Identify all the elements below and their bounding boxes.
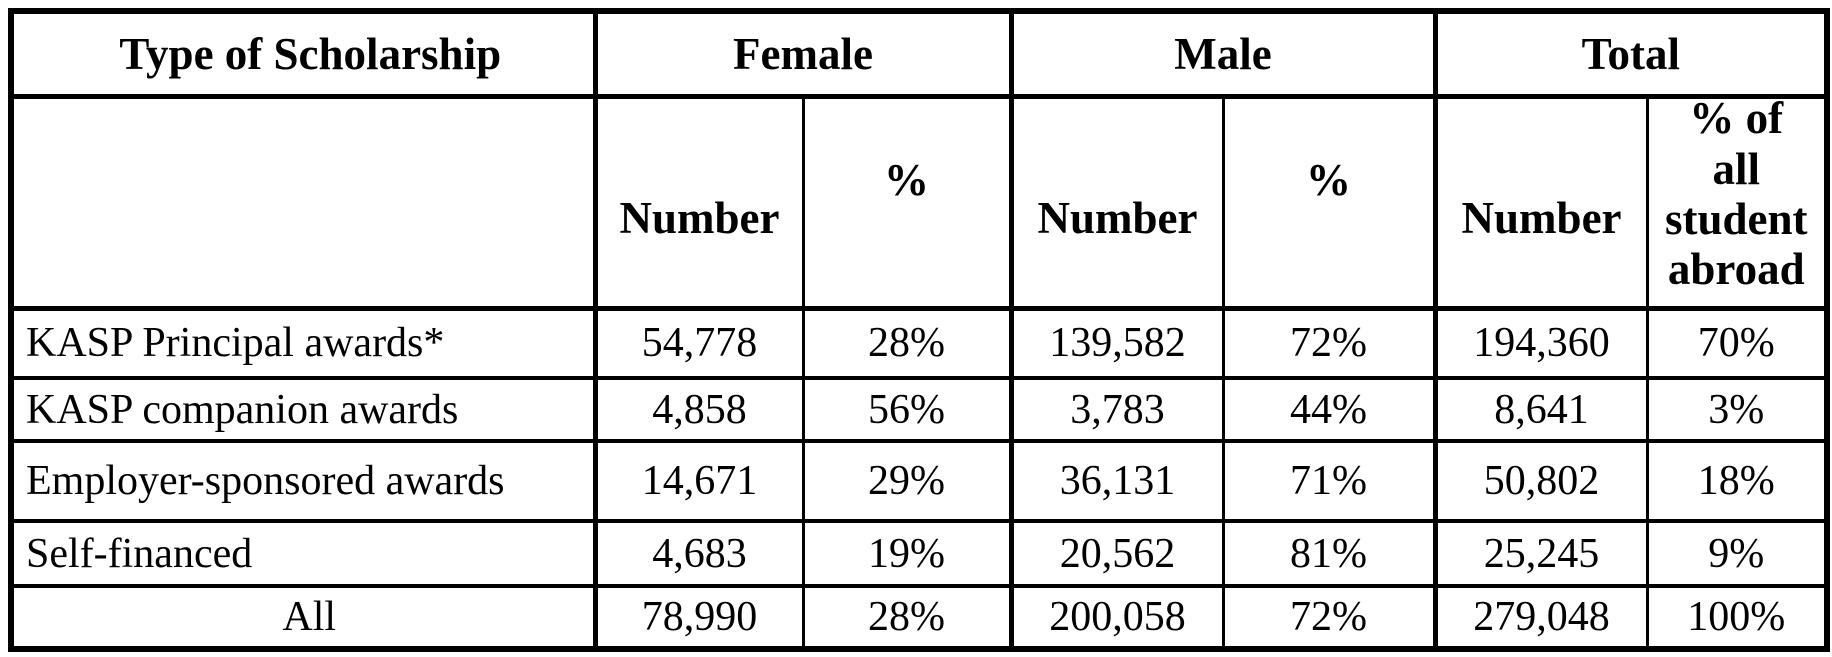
cell-employer-sponsored-male-number: 36,131 [1008, 439, 1224, 523]
abroad-header-line: all [1712, 143, 1761, 194]
header-group-male: Male [1008, 11, 1436, 99]
cell-self-financed-male-number: 20,562 [1008, 519, 1224, 588]
cell-employer-sponsored-total-number: 50,802 [1432, 439, 1648, 523]
header-group-total: Total [1432, 11, 1828, 99]
header-female-percent-label: % [884, 155, 929, 205]
header-total-number: Number [1432, 96, 1648, 311]
table-row-all: All 78,990 28% 200,058 72% 279,048 100% [11, 584, 1828, 649]
header-female-number: Number [592, 96, 803, 311]
cell-all-total-percent: 100% [1645, 584, 1828, 649]
header-male-percent: % [1221, 96, 1436, 311]
header-female-percent: % [801, 96, 1012, 311]
cell-employer-sponsored-female-percent: 29% [801, 439, 1012, 523]
cell-kasp-principal-female-percent: 28% [801, 306, 1012, 380]
cell-self-financed-male-percent: 81% [1221, 519, 1436, 588]
header-total-number-label: Number [1461, 193, 1622, 243]
header-male-number: Number [1008, 96, 1224, 311]
abroad-header-line: % of [1689, 96, 1784, 144]
row-label-self-financed: Self-financed [11, 519, 595, 588]
cell-kasp-companion-male-percent: 44% [1221, 376, 1436, 443]
cell-all-female-percent: 28% [801, 584, 1012, 649]
cell-all-male-percent: 72% [1221, 584, 1436, 649]
cell-kasp-principal-total-percent: 70% [1645, 306, 1828, 380]
abroad-header-line: student [1665, 194, 1808, 244]
table-row-employer-sponsored: Employer-sponsored awards 14,671 29% 36,… [11, 439, 1828, 523]
cell-kasp-companion-female-percent: 56% [801, 376, 1012, 443]
cell-self-financed-total-number: 25,245 [1432, 519, 1648, 588]
cell-self-financed-total-percent: 9% [1645, 519, 1828, 588]
cell-kasp-companion-total-percent: 3% [1645, 376, 1828, 443]
header-percent-all-student-abroad: % of all student abroad [1645, 96, 1828, 311]
header-female-number-label: Number [619, 193, 780, 243]
table-row-kasp-companion: KASP companion awards 4,858 56% 3,783 44… [11, 376, 1828, 443]
cell-all-total-number: 279,048 [1432, 584, 1648, 649]
cell-kasp-principal-male-percent: 72% [1221, 306, 1436, 380]
sub-header-row: Number % Number % Number % of all studen… [11, 96, 1828, 311]
table-row-kasp-principal: KASP Principal awards* 54,778 28% 139,58… [11, 306, 1828, 380]
header-empty-cell [11, 96, 595, 311]
header-group-female: Female [592, 11, 1012, 99]
cell-kasp-companion-female-number: 4,858 [592, 376, 803, 443]
header-male-percent-label: % [1306, 155, 1352, 205]
cell-employer-sponsored-male-percent: 71% [1221, 439, 1436, 523]
abroad-header-block: % of all student abroad [1665, 96, 1808, 295]
group-header-row: Type of Scholarship Female Male Total [11, 11, 1828, 99]
row-label-kasp-companion: KASP companion awards [11, 376, 595, 443]
cell-employer-sponsored-female-number: 14,671 [592, 439, 803, 523]
row-label-kasp-principal: KASP Principal awards* [11, 306, 595, 380]
scholarship-table: Type of Scholarship Female Male Total Nu… [8, 8, 1831, 652]
cell-kasp-principal-female-number: 54,778 [592, 306, 803, 380]
cell-all-female-number: 78,990 [592, 584, 803, 649]
table-row-self-financed: Self-financed 4,683 19% 20,562 81% 25,24… [11, 519, 1828, 588]
header-type-of-scholarship: Type of Scholarship [11, 11, 595, 99]
cell-kasp-principal-total-number: 194,360 [1432, 306, 1648, 380]
row-label-employer-sponsored: Employer-sponsored awards [11, 439, 595, 523]
cell-kasp-companion-male-number: 3,783 [1008, 376, 1224, 443]
cell-kasp-companion-total-number: 8,641 [1432, 376, 1648, 443]
cell-self-financed-female-number: 4,683 [592, 519, 803, 588]
row-label-all: All [11, 584, 595, 649]
cell-all-male-number: 200,058 [1008, 584, 1224, 649]
cell-self-financed-female-percent: 19% [801, 519, 1012, 588]
cell-kasp-principal-male-number: 139,582 [1008, 306, 1224, 380]
cell-employer-sponsored-total-percent: 18% [1645, 439, 1828, 523]
header-male-number-label: Number [1037, 193, 1198, 243]
abroad-header-line: abroad [1667, 244, 1805, 295]
